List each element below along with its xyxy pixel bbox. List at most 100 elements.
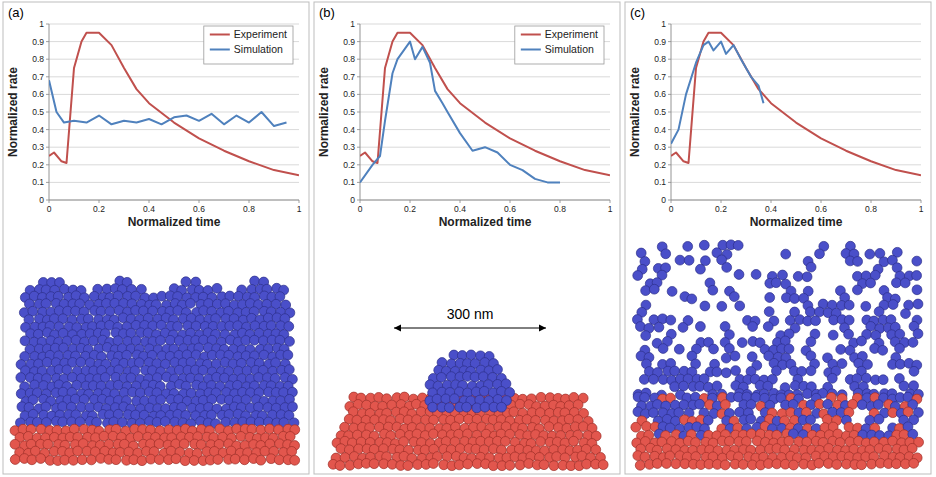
legend-box — [515, 26, 604, 64]
blue-particle — [828, 330, 838, 340]
y-tick-label: 0.9 — [343, 37, 355, 47]
blue-particle — [186, 299, 196, 309]
y-tick-label: 1 — [39, 19, 44, 29]
blue-particle — [895, 344, 905, 354]
blue-particle — [729, 292, 739, 302]
x-tick — [360, 200, 361, 203]
red-particle — [27, 455, 37, 465]
blue-particle — [895, 359, 905, 369]
figure: (a)00.10.20.30.40.50.60.70.80.9100.20.40… — [0, 0, 936, 477]
x-tick — [871, 200, 872, 203]
blue-particle — [731, 366, 741, 376]
blue-particle — [746, 414, 756, 424]
y-tick-label: 1 — [661, 19, 666, 29]
red-particle — [73, 446, 83, 456]
legend: ExperimentSimulation — [515, 26, 604, 64]
y-tick-label: 0.8 — [32, 54, 44, 64]
x-tick-label: 0.8 — [243, 204, 255, 214]
red-particle — [721, 400, 731, 410]
red-particle — [265, 424, 275, 434]
x-axis — [49, 200, 299, 201]
grid-line — [360, 200, 610, 201]
red-particle — [240, 455, 250, 465]
grid-line — [360, 24, 610, 25]
blue-particle — [721, 368, 731, 378]
y-tick-label: 0.5 — [32, 107, 44, 117]
blue-particle — [639, 375, 649, 385]
x-tick-label: 0.8 — [865, 204, 877, 214]
y-tick-label: 0 — [661, 195, 666, 205]
red-particle — [230, 454, 240, 464]
x-axis — [360, 200, 610, 201]
red-particle — [857, 460, 867, 470]
blue-particle — [764, 307, 774, 317]
blue-particle — [771, 278, 781, 288]
x-tick — [410, 200, 411, 203]
blue-particle — [721, 353, 731, 363]
red-particle — [87, 455, 97, 465]
blue-particle — [687, 294, 697, 304]
blue-particle — [747, 352, 757, 362]
series-line — [49, 33, 299, 176]
blue-particle — [699, 240, 709, 250]
legend-label: Experiment — [545, 28, 598, 40]
red-particle — [429, 429, 439, 439]
blue-particle — [763, 322, 773, 332]
blue-particle — [748, 322, 758, 332]
x-axis — [671, 200, 921, 201]
panel: (a)00.10.20.30.40.50.60.70.80.9100.20.40… — [3, 2, 309, 474]
x-tick — [149, 200, 150, 203]
blue-particle — [793, 272, 803, 282]
x-tick — [510, 200, 511, 203]
blue-particle — [912, 271, 922, 281]
panel-letter: (c) — [630, 5, 645, 20]
blue-particle — [806, 262, 816, 272]
blue-particle — [892, 278, 902, 288]
red-particle — [784, 436, 794, 446]
blue-particle — [733, 241, 743, 251]
x-tick-label: 1 — [608, 204, 613, 214]
red-particle — [725, 436, 735, 446]
red-particle — [369, 459, 379, 469]
blue-particle — [444, 403, 454, 413]
red-particle — [738, 460, 748, 470]
blue-particle — [806, 337, 816, 347]
y-tick-label: 0.8 — [654, 54, 666, 64]
blue-particle — [805, 307, 815, 317]
grid-line — [49, 200, 299, 201]
blue-particle — [888, 300, 898, 310]
scale-label: 300 nm — [447, 306, 494, 322]
blue-particle — [712, 367, 722, 377]
grid-line — [671, 182, 921, 183]
blue-particle — [58, 417, 68, 427]
blue-particle — [878, 375, 888, 385]
x-axis-title: Normalized time — [750, 215, 843, 229]
red-particle — [789, 460, 799, 470]
legend-swatch — [210, 49, 230, 51]
blue-particle — [708, 285, 718, 295]
blue-particle — [803, 389, 813, 399]
blue-particle — [836, 345, 846, 355]
blue-particle — [734, 270, 744, 280]
blue-particle — [853, 257, 863, 267]
blue-particle — [633, 271, 643, 281]
red-particle — [578, 422, 588, 432]
red-particle — [69, 455, 79, 465]
blue-particle — [784, 344, 794, 354]
x-tick — [771, 200, 772, 203]
y-tick-label: 0.7 — [343, 72, 355, 82]
red-particle — [635, 460, 645, 470]
red-particle — [429, 459, 439, 469]
blue-particle — [649, 284, 659, 294]
grid-line — [49, 182, 299, 183]
blue-particle — [790, 294, 800, 304]
grid-line — [360, 182, 610, 183]
red-particle — [642, 422, 652, 432]
blue-particle — [912, 256, 922, 266]
x-tick — [299, 200, 300, 203]
blue-particle — [806, 366, 816, 376]
blue-particle — [674, 344, 684, 354]
grid-line — [49, 94, 299, 95]
red-particle — [463, 459, 473, 469]
blue-particle — [709, 344, 719, 354]
